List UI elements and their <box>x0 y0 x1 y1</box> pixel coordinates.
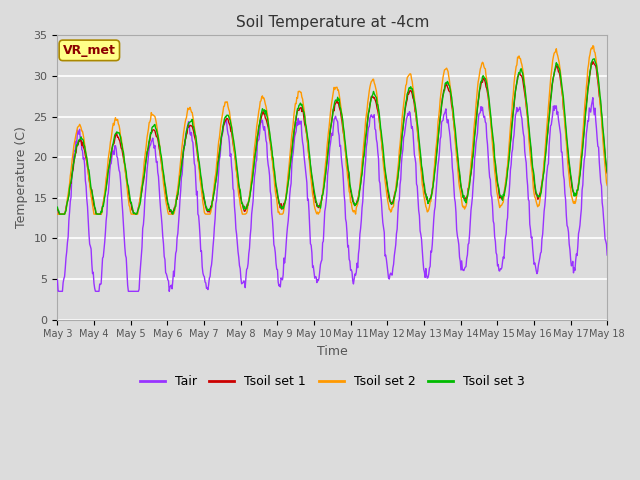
X-axis label: Time: Time <box>317 345 348 358</box>
Y-axis label: Temperature (C): Temperature (C) <box>15 127 28 228</box>
Title: Soil Temperature at -4cm: Soil Temperature at -4cm <box>236 15 429 30</box>
Legend: Tair, Tsoil set 1, Tsoil set 2, Tsoil set 3: Tair, Tsoil set 1, Tsoil set 2, Tsoil se… <box>135 370 530 393</box>
Text: VR_met: VR_met <box>63 44 116 57</box>
